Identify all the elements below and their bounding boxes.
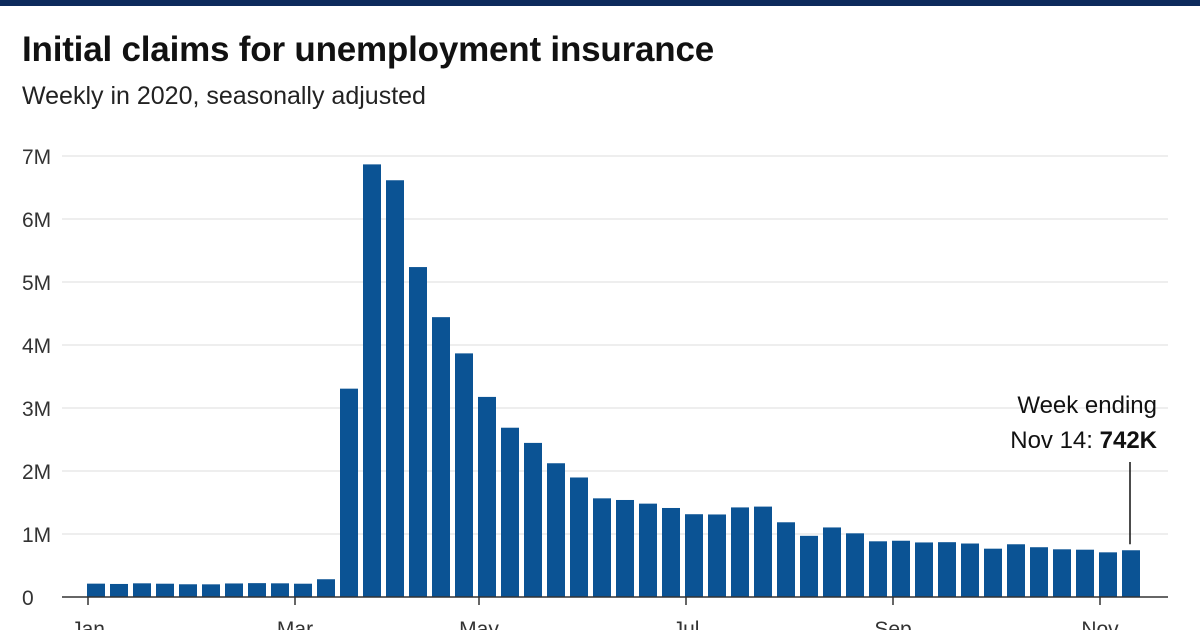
bar [363,164,381,597]
x-tick-label: Jul [673,618,700,630]
bar [133,583,151,597]
bar [1076,549,1094,597]
chart-subtitle: Weekly in 2020, seasonally adjusted [22,82,426,110]
x-tick-label: Sep [874,618,911,630]
bar [87,583,105,597]
bar [961,543,979,597]
bar [777,522,795,597]
annotation: Week ending Nov 14: 742K [1010,392,1158,545]
y-tick-label: 1M [22,524,51,547]
y-tick-label: 2M [22,461,51,484]
top-rule [0,0,1200,6]
bar [938,542,956,597]
bars [87,164,1140,597]
bar [524,442,542,597]
bar [823,527,841,597]
bar [846,533,864,597]
annotation-value: 742K [1100,427,1158,454]
bar [1099,552,1117,597]
bar [271,583,289,597]
y-tick-label: 6M [22,209,51,232]
y-tick-label: 0 [22,587,34,610]
bar [915,542,933,597]
bar [1007,544,1025,597]
bar [800,535,818,597]
bar [202,584,220,597]
bar [110,583,128,597]
x-tick-label: Mar [277,618,313,630]
bar [639,503,657,597]
gridlines [62,155,1168,535]
bar [1030,547,1048,597]
x-tick-label: Jan [71,618,105,630]
bar [1053,549,1071,597]
bar [294,583,312,597]
bar [455,353,473,597]
bar [708,514,726,597]
bar [1122,550,1140,597]
bar [432,317,450,597]
annotation-date: Nov 14: [1010,427,1099,454]
annotation-line2: Nov 14: 742K [1010,427,1157,454]
y-tick-label: 4M [22,335,51,358]
bar [662,507,680,597]
bar [685,514,703,597]
x-tick-label: May [459,618,499,630]
axes: 0 1M 2M 3M 4M 5M 6M 7M Jan Mar May Jul Sep Nov [22,146,1168,630]
bar [386,180,404,597]
y-tick-label: 7M [22,146,51,169]
bar [984,548,1002,597]
bar [225,583,243,597]
chart-title: Initial claims for unemployment insuranc… [22,30,714,69]
bar [593,498,611,597]
bar [179,584,197,597]
bar [409,267,427,597]
y-tick-label: 5M [22,272,51,295]
bar [501,427,519,597]
bar [547,463,565,597]
bar [616,499,634,597]
bar [869,541,887,597]
x-tick-label: Nov [1081,618,1119,630]
bar [892,540,910,597]
bar [754,506,772,597]
bar [156,583,174,597]
bar [248,583,266,597]
annotation-line1: Week ending [1017,392,1157,419]
bar [317,579,335,597]
bar [731,507,749,597]
bar [570,477,588,597]
bar [340,388,358,597]
y-tick-label: 3M [22,398,51,421]
bar [478,396,496,597]
